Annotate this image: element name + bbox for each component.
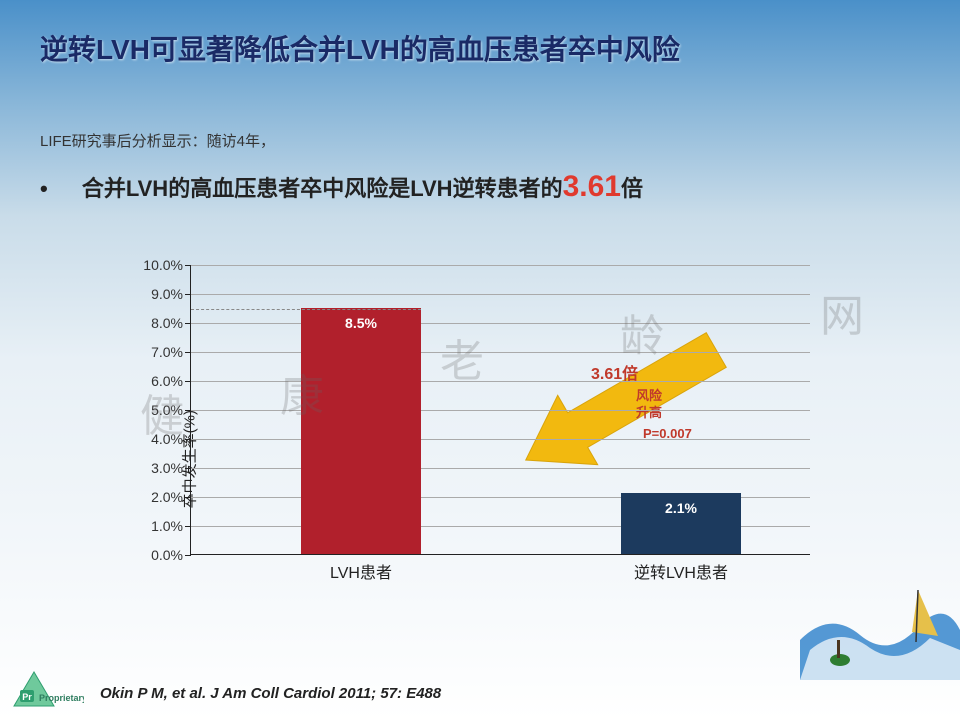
bullet-pre: 合并LVH的高血压患者卒中风险是LVH逆转患者的 [82, 176, 563, 201]
guide-line [191, 309, 421, 310]
bullet-dot: • [40, 176, 48, 201]
bar-chart: 卒中发生率(%) 3.61倍 风险升高 P=0.007 0.0%1.0%2.0%… [110, 265, 830, 605]
y-tick: 7.0% [131, 344, 183, 360]
y-tick: 2.0% [131, 489, 183, 505]
y-tick: 1.0% [131, 518, 183, 534]
grid-line [191, 265, 810, 266]
y-tick: 5.0% [131, 402, 183, 418]
grid-line [191, 468, 810, 469]
bar [301, 308, 421, 555]
bullet-post: 倍 [621, 176, 643, 201]
y-tick: 6.0% [131, 373, 183, 389]
y-tick: 3.0% [131, 460, 183, 476]
y-tick: 0.0% [131, 547, 183, 563]
grid-line [191, 410, 810, 411]
y-tick: 4.0% [131, 431, 183, 447]
citation: Okin P M, et al. J Am Coll Cardiol 2011;… [100, 685, 441, 702]
y-tick: 8.0% [131, 315, 183, 331]
badge-prefix: Pr [22, 692, 32, 702]
plot-area: 卒中发生率(%) 3.61倍 风险升高 P=0.007 0.0%1.0%2.0%… [190, 265, 810, 555]
grid-line [191, 352, 810, 353]
bullet-point: • 合并LVH的高血压患者卒中风险是LVH逆转患者的3.61倍 [40, 170, 643, 204]
arrow-risk-text: 风险升高 [636, 388, 662, 422]
bar-category-label: 逆转LVH患者 [634, 559, 728, 583]
grid-line [191, 439, 810, 440]
y-tick: 10.0% [131, 257, 183, 273]
slide-title: 逆转LVH可显著降低合并LVH的高血压患者卒中风险 [40, 28, 920, 68]
proprietary-badge: Pr Proprietary [12, 668, 84, 708]
bullet-emphasis: 3.61 [563, 170, 621, 203]
bar-value-label: 8.5% [345, 315, 377, 331]
arrow-p-text: P=0.007 [643, 426, 692, 443]
y-tick: 9.0% [131, 286, 183, 302]
grid-line [191, 323, 810, 324]
grid-line [191, 294, 810, 295]
grid-line [191, 381, 810, 382]
bar-value-label: 2.1% [665, 500, 697, 516]
subtitle: LIFE研究事后分析显示：随访4年， [40, 130, 275, 151]
bar-category-label: LVH患者 [330, 559, 392, 583]
arrow-ratio-text: 3.61倍 [591, 365, 638, 386]
badge-label: Proprietary [39, 693, 84, 703]
